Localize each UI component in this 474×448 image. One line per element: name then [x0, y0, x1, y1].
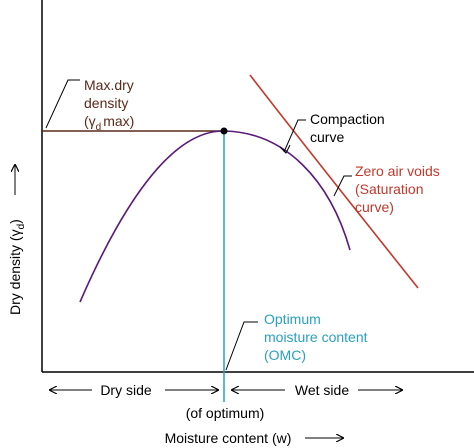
- curve-arrow: [279, 144, 291, 154]
- label: Zero air voids: [355, 163, 440, 179]
- label: moisture content: [264, 329, 368, 345]
- label: curve): [355, 199, 394, 215]
- label: (of optimum): [186, 405, 265, 421]
- label: Compaction: [310, 111, 385, 127]
- label: (γd max): [84, 113, 134, 133]
- label: (OMC): [264, 347, 306, 363]
- label-sub: d: [96, 122, 102, 133]
- leader: [225, 321, 258, 371]
- label: Max.dry: [84, 77, 134, 93]
- label-part: (γ: [84, 113, 96, 129]
- y-axis-label: Dry density (γd): [7, 219, 27, 315]
- leader: [333, 175, 352, 197]
- label: density: [84, 95, 128, 111]
- peak-point: [220, 127, 228, 135]
- leader: [283, 119, 306, 153]
- leader: [45, 79, 80, 129]
- label-part: Dry density (γ: [7, 229, 23, 315]
- zero-air-voids-curve: [249, 74, 419, 289]
- label: curve: [310, 129, 344, 145]
- compaction-curve: [79, 130, 351, 303]
- x-axis-label: Moisture content (w): [165, 430, 292, 446]
- label-part: max): [103, 113, 134, 129]
- label: Wet side: [295, 382, 349, 398]
- label-sub: d: [16, 224, 27, 230]
- label-part: ): [7, 219, 23, 224]
- label: Optimum: [264, 311, 321, 327]
- label: (Saturation: [355, 181, 423, 197]
- label: Dry side: [100, 382, 152, 398]
